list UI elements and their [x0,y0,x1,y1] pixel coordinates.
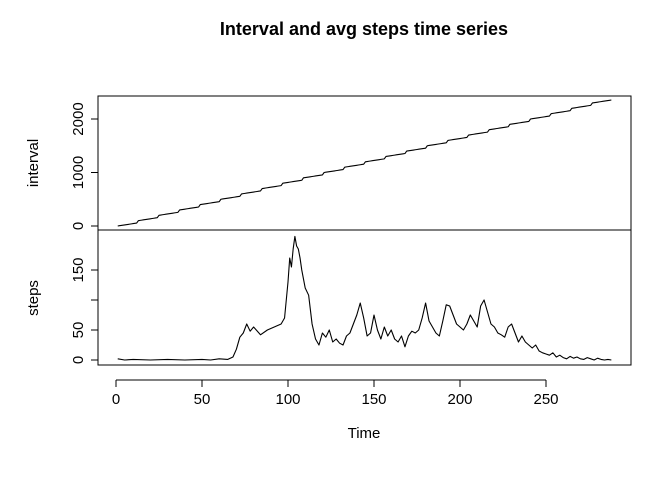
x-tick-label: 200 [447,391,472,408]
y-tick-label: 0 [70,222,87,230]
x-axis: 0 50 100 150 200 250 [112,379,559,408]
y-tick-label: 50 [70,322,87,339]
steps-axis-label: steps [25,280,42,316]
x-tick-label: 50 [194,391,211,408]
x-axis-label: Time [348,425,381,442]
panel-frame [97,229,632,366]
x-tick-label: 250 [533,391,558,408]
y-tick-label: 0 [70,356,87,364]
steps-panel: 0 50 150 [70,229,632,366]
y-tick-label: 150 [70,257,87,282]
interval-panel: 0 1000 2000 [70,95,632,231]
y-tick-label: 2000 [70,102,87,135]
y-tick-label: 1000 [70,156,87,189]
x-tick-label: 100 [275,391,300,408]
x-tick-label: 150 [361,391,386,408]
interval-axis-label: interval [25,139,42,187]
x-tick-label: 0 [112,391,120,408]
steps-series-line [117,235,612,361]
chart-title: Interval and avg steps time series [220,19,508,39]
interval-series-line [117,99,612,227]
